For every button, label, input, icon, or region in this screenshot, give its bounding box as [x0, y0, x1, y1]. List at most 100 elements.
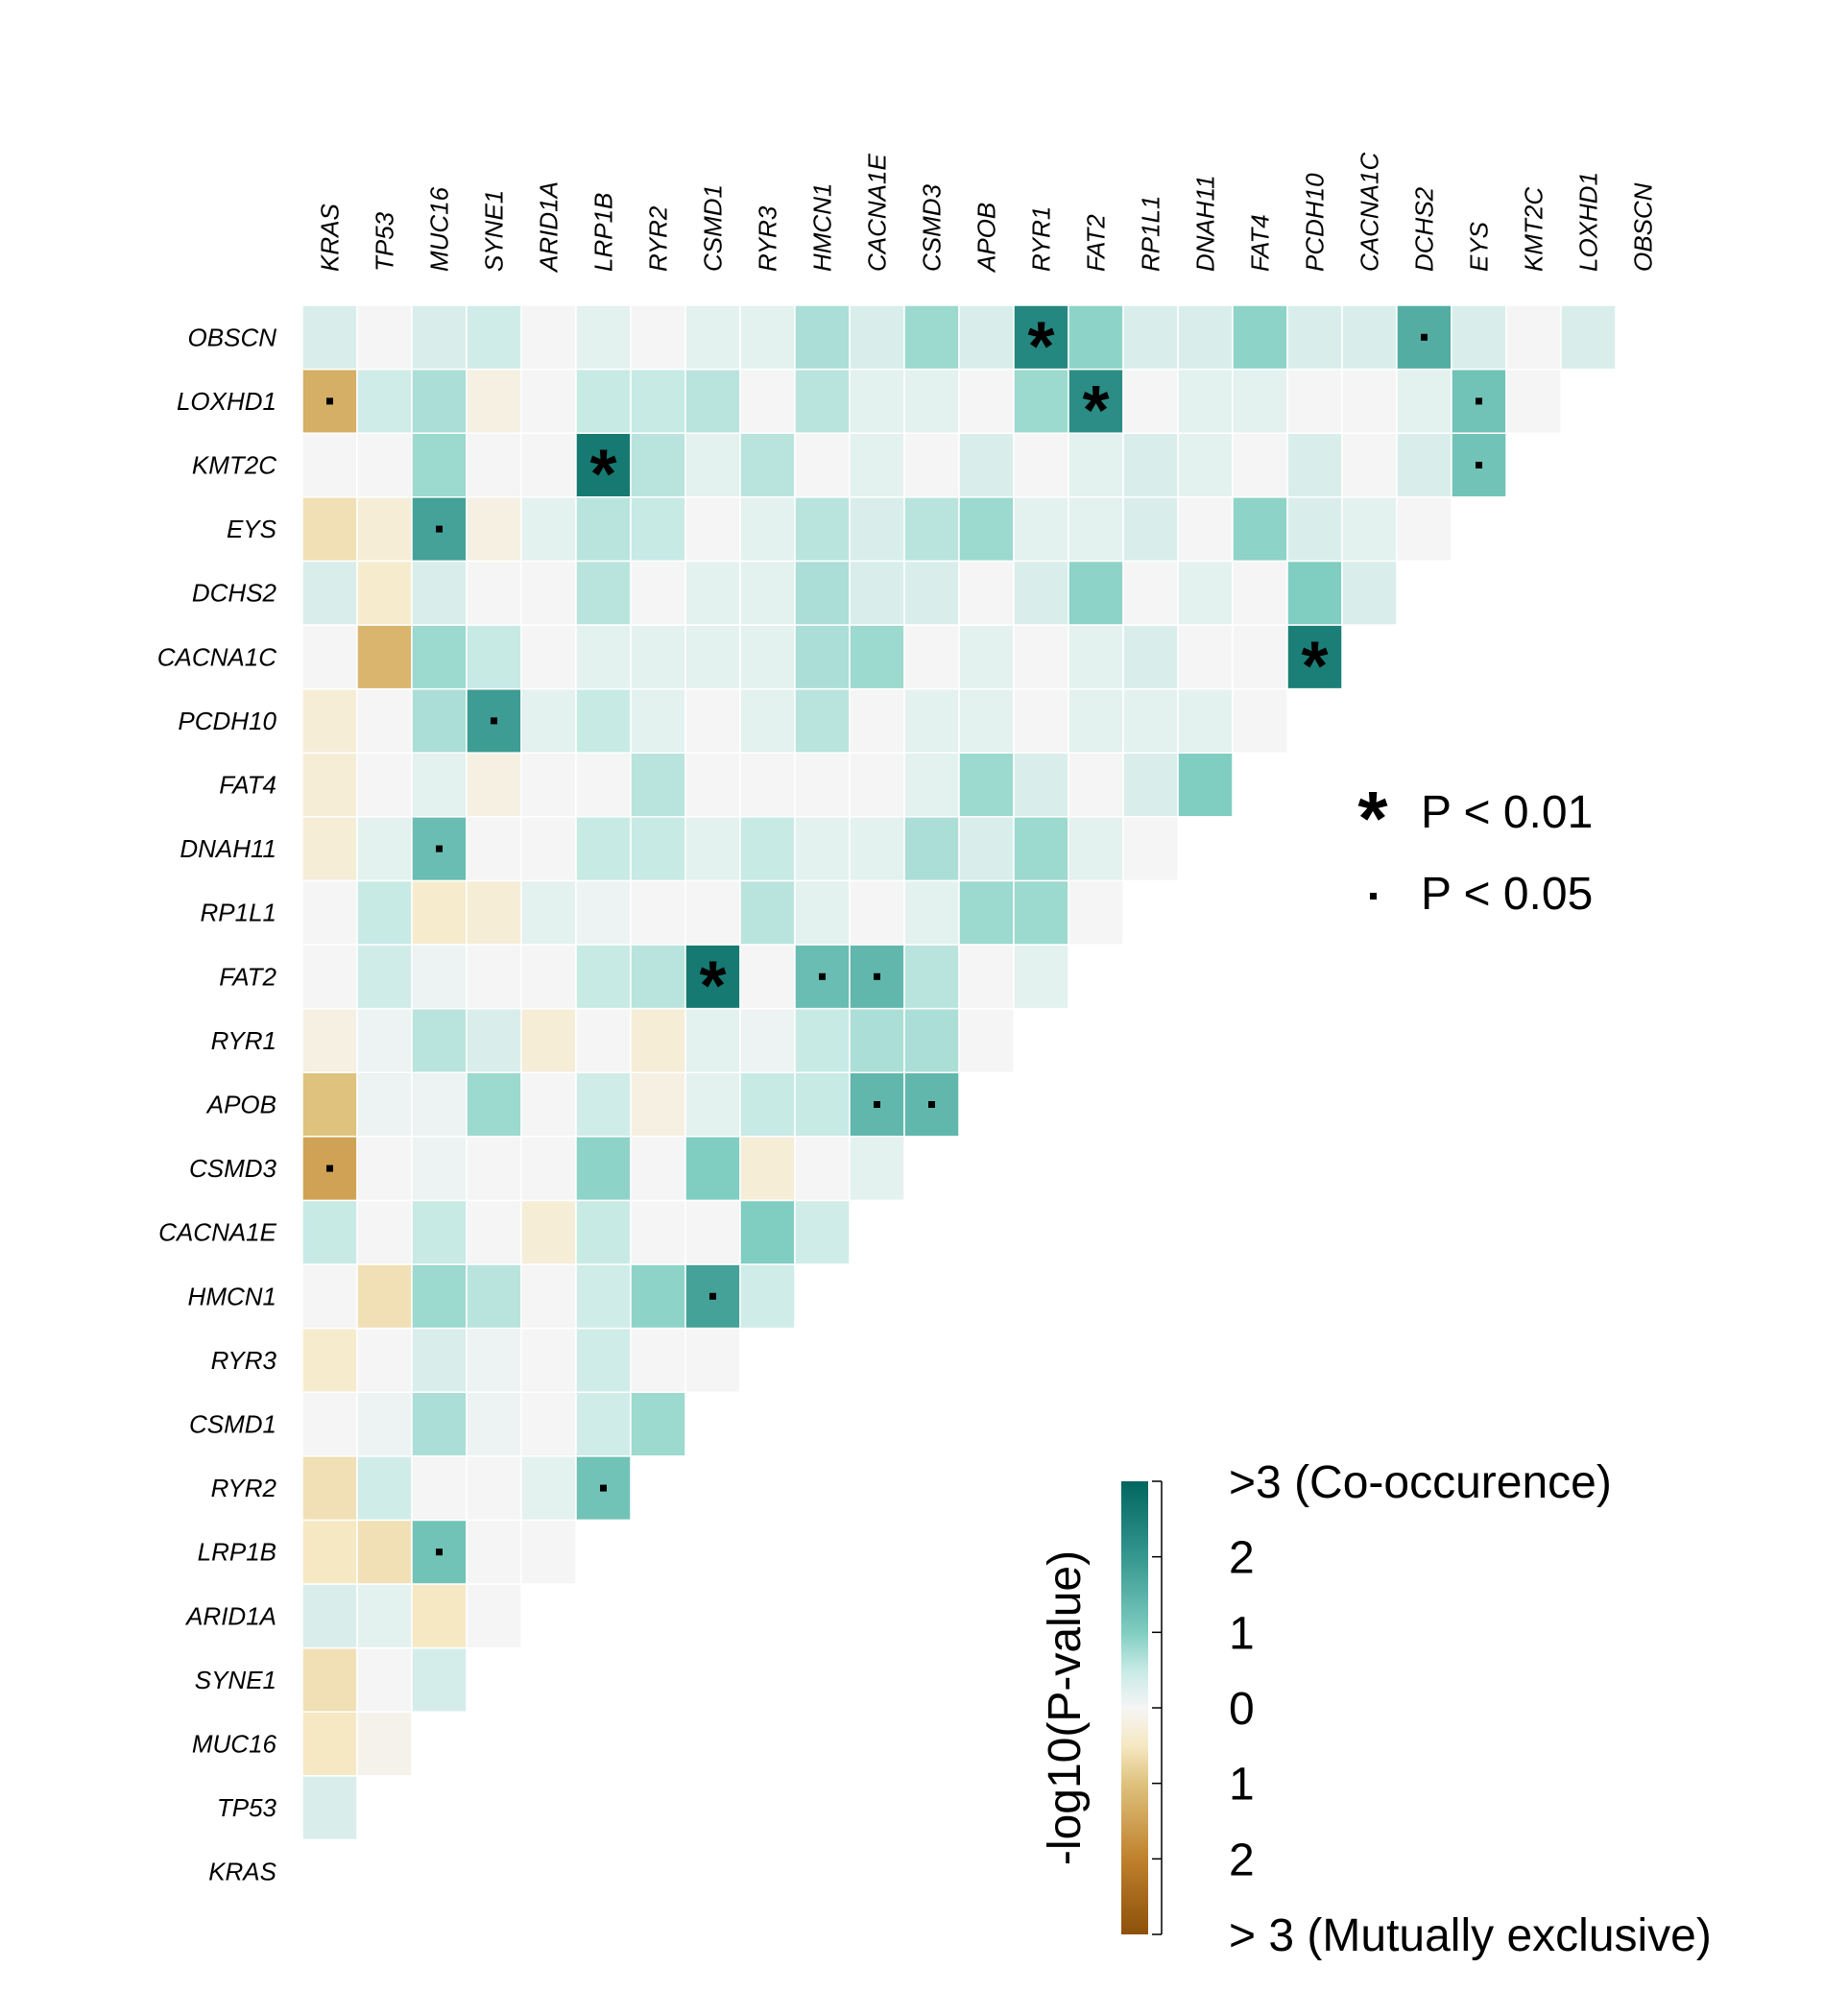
cell-csmd3-muc16 — [411, 1136, 468, 1202]
row-label-ryr3: RYR3 — [211, 1346, 277, 1375]
cell-fat4-hmcn1 — [794, 752, 851, 818]
cell-dnah11-hmcn1 — [794, 816, 851, 882]
cell-pcdh10-ryr3 — [739, 687, 796, 754]
row-label-obscn: OBSCN — [188, 323, 277, 351]
cell-eys-arid1a — [520, 496, 577, 563]
cell-ryr1-tp53 — [356, 1007, 413, 1073]
cell-dchs2-cacna1e — [849, 560, 905, 626]
cell-csmd1-lrp1b — [575, 1391, 632, 1457]
cell-dchs2-lrp1b — [575, 560, 632, 626]
cell-obscn-csmd1 — [684, 304, 741, 371]
cell-cacna1c-cacna1e — [849, 624, 905, 690]
col-label-kras: KRAS — [316, 204, 345, 272]
cell-csmd3-cacna1e — [849, 1136, 905, 1202]
cell-csmd1-syne1 — [466, 1391, 522, 1457]
cell-arid1a-syne1 — [466, 1583, 522, 1649]
cell-dnah11-cacna1e — [849, 816, 905, 882]
cell-ryr1-cacna1e — [849, 1007, 905, 1073]
cell-obscn-dnah11 — [1177, 304, 1234, 371]
significance-legend: * P < 0.01 P < 0.05 — [1357, 776, 1593, 920]
cell-ryr2-syne1 — [466, 1455, 522, 1522]
cell-pcdh10-ryr1 — [1013, 687, 1069, 754]
cell-cacna1c-apob — [958, 624, 1015, 690]
cell-kmt2c-ryr1 — [1013, 432, 1069, 498]
cell-eys-ryr3 — [739, 496, 796, 563]
row-label-eys: EYS — [227, 515, 277, 543]
cell-pcdh10-arid1a — [520, 687, 577, 754]
row-label-dchs2: DCHS2 — [192, 579, 277, 608]
cell-dchs2-ryr2 — [630, 560, 686, 626]
cell-ryr1-arid1a — [520, 1007, 577, 1073]
cell-loxhd1-dnah11 — [1177, 368, 1234, 434]
cell-dchs2-muc16 — [411, 560, 468, 626]
cell-apob-kras — [301, 1071, 358, 1138]
cell-loxhd1-tp53 — [356, 368, 413, 434]
cell-csmd3-syne1 — [466, 1136, 522, 1202]
cell-rp1l1-fat2 — [1068, 879, 1124, 946]
colorbar-tick-label: 1 — [1229, 1608, 1255, 1659]
col-label-kmt2c: KMT2C — [1520, 187, 1548, 272]
cell-loxhd1-dchs2 — [1396, 368, 1452, 434]
cell-eys-rp1l1 — [1122, 496, 1179, 563]
cell-rp1l1-ryr3 — [739, 879, 796, 946]
cell-kmt2c-fat4 — [1232, 432, 1288, 498]
sig-dot-dnah11-muc16 — [436, 845, 443, 852]
row-label-tp53: TP53 — [217, 1793, 277, 1822]
cell-dchs2-ryr3 — [739, 560, 796, 626]
cell-eys-dchs2 — [1396, 496, 1452, 563]
cell-rp1l1-ryr1 — [1013, 879, 1069, 946]
cell-pcdh10-rp1l1 — [1122, 687, 1179, 754]
col-label-lrp1b: LRP1B — [589, 193, 618, 272]
cell-apob-tp53 — [356, 1071, 413, 1138]
cell-fat2-ryr1 — [1013, 944, 1069, 1010]
cell-fat2-ryr2 — [630, 944, 686, 1010]
cell-ryr1-lrp1b — [575, 1007, 632, 1073]
cell-loxhd1-rp1l1 — [1122, 368, 1179, 434]
cell-syne1-kras — [301, 1646, 358, 1713]
cell-apob-ryr3 — [739, 1071, 796, 1138]
cell-fat4-dnah11 — [1177, 752, 1234, 818]
cell-fat4-csmd3 — [903, 752, 960, 818]
colorbar: -log10(P-value) >3 (Co-occurence) 2 1 0 1 2 > … — [1040, 1457, 1712, 1961]
colorbar-gradient — [1121, 1481, 1148, 1934]
row-label-csmd1: CSMD1 — [189, 1410, 276, 1439]
cell-rp1l1-ryr2 — [630, 879, 686, 946]
cell-obscn-tp53 — [356, 304, 413, 371]
cell-fat2-apob — [958, 944, 1015, 1010]
cell-hmcn1-ryr3 — [739, 1263, 796, 1330]
cell-kmt2c-lrp1b — [575, 432, 632, 498]
row-label-syne1: SYNE1 — [195, 1666, 276, 1694]
cell-cacna1e-muc16 — [411, 1199, 468, 1265]
cell-dnah11-csmd3 — [903, 816, 960, 882]
cell-eys-cacna1e — [849, 496, 905, 563]
col-label-obscn: OBSCN — [1629, 182, 1658, 272]
cell-kmt2c-csmd3 — [903, 432, 960, 498]
cell-dchs2-rp1l1 — [1122, 560, 1179, 626]
cell-csmd1-tp53 — [356, 1391, 413, 1457]
cell-ryr2-muc16 — [411, 1455, 468, 1522]
cell-eys-csmd3 — [903, 496, 960, 563]
legend-symbol-dot — [1370, 893, 1377, 900]
cell-loxhd1-cacna1e — [849, 368, 905, 434]
col-label-loxhd1: LOXHD1 — [1574, 172, 1603, 272]
cell-dnah11-apob — [958, 816, 1015, 882]
cell-loxhd1-csmd3 — [903, 368, 960, 434]
sig-star-cacna1c-pcdh10: * — [1301, 628, 1328, 705]
cell-dnah11-ryr2 — [630, 816, 686, 882]
cell-fat2-tp53 — [356, 944, 413, 1010]
cell-csmd3-arid1a — [520, 1136, 577, 1202]
cell-cacna1c-csmd1 — [684, 624, 741, 690]
cell-ryr3-syne1 — [466, 1327, 522, 1393]
cell-cacna1c-muc16 — [411, 624, 468, 690]
colorbar-tick-label: >3 (Co-occurence) — [1229, 1457, 1612, 1508]
cell-cacna1c-dnah11 — [1177, 624, 1234, 690]
legend-label-p005: P < 0.05 — [1421, 869, 1593, 920]
cell-ryr3-muc16 — [411, 1327, 468, 1393]
cell-obscn-lrp1b — [575, 304, 632, 371]
cell-cacna1e-ryr2 — [630, 1199, 686, 1265]
cell-hmcn1-lrp1b — [575, 1263, 632, 1330]
cell-dchs2-ryr1 — [1013, 560, 1069, 626]
cell-hmcn1-ryr2 — [630, 1263, 686, 1330]
cell-rp1l1-apob — [958, 879, 1015, 946]
cell-syne1-muc16 — [411, 1646, 468, 1713]
